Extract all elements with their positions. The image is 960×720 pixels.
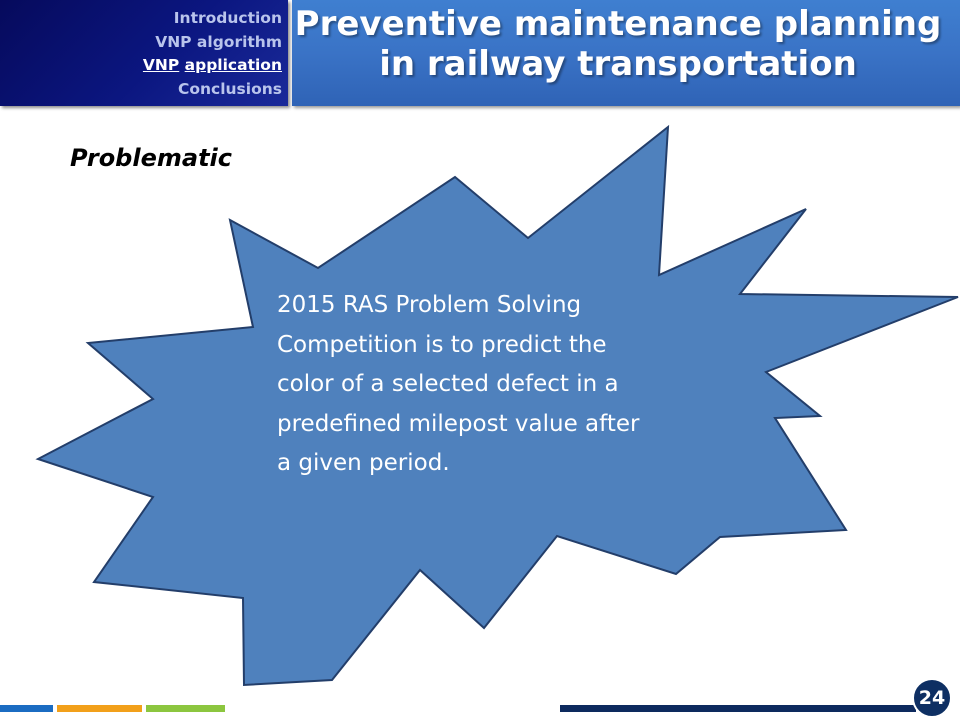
nav-item-vnp-application[interactable]: VNP application [143,54,282,78]
section-nav-list: Introduction VNP algorithm VNP applicati… [143,7,282,101]
nav-item-vnp-algorithm[interactable]: VNP algorithm [155,32,282,51]
nav-item-vnp-application-word-2: application [184,56,282,74]
footer-accent-navy [560,705,916,712]
callout-text: 2015 RAS Problem Solving Competition is … [277,292,640,476]
footer-accent-orange [57,705,142,712]
section-label: Problematic [70,144,232,172]
slide-title-banner: Preventive maintenance planning in railw… [292,0,960,106]
explosion-callout-fill [35,124,959,687]
slide-title-line-2: in railway transportation [379,44,857,84]
slide-title: Preventive maintenance planning in railw… [292,4,944,84]
footer-accent-green [146,705,225,712]
section-navigation: Introduction VNP algorithm VNP applicati… [0,0,288,106]
slide-title-line-1: Preventive maintenance planning [294,4,942,44]
nav-item-introduction[interactable]: Introduction [173,9,282,27]
nav-item-conclusions[interactable]: Conclusions [177,79,282,98]
footer-accent-blue [0,705,53,712]
nav-item-vnp-application-word-1: VNP [142,56,180,74]
page-number-badge: 24 [912,678,952,718]
